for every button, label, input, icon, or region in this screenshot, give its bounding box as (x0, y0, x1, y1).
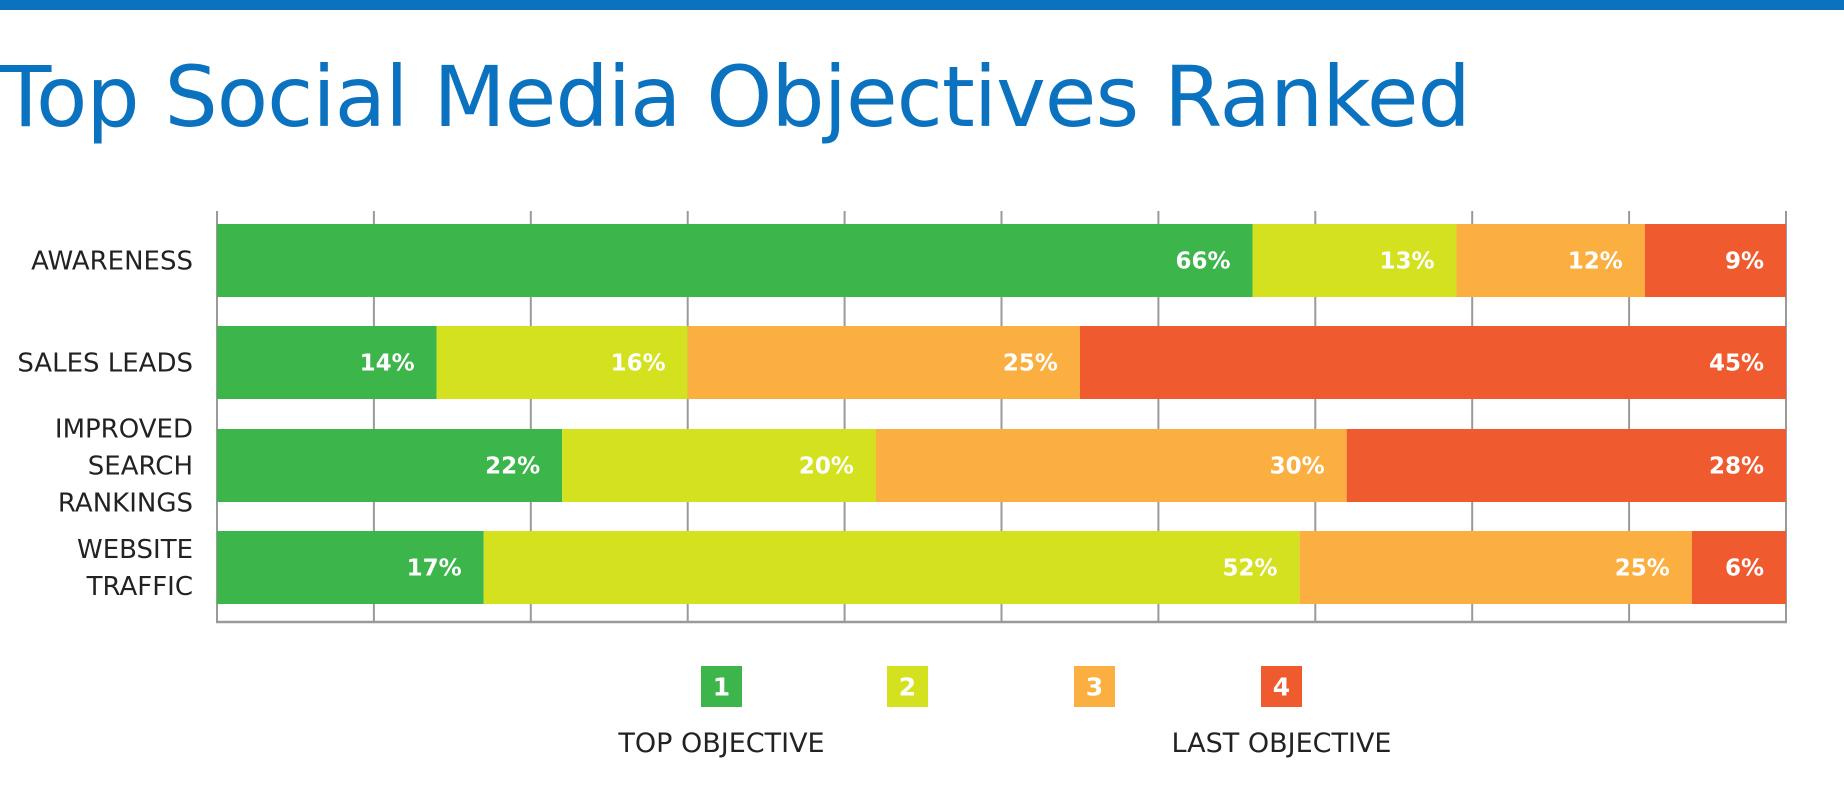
category-label: SALES LEADS (17, 349, 193, 379)
bar-segment (1456, 224, 1645, 297)
bar-segment (687, 326, 1080, 399)
bars-layer: 66% 13% 12% 9% 14% 16% 25% 45% 22% 20% 30% 28% 17% 52… (217, 224, 1786, 604)
legend-swatch (1074, 666, 1115, 707)
legend: 1 2 3 4 TOP OBJECTIVE LAST OBJECTIVE (617, 666, 1391, 759)
bar-value-label: 16% (611, 351, 666, 377)
bar-segment (1691, 531, 1786, 604)
bar-segment (1346, 429, 1786, 502)
category-label: TRAFFIC (86, 572, 193, 602)
bar-segment (562, 429, 876, 502)
legend-label: 1 (713, 673, 730, 702)
legend-swatch (701, 666, 742, 707)
legend-caption-top: TOP OBJECTIVE (617, 728, 824, 759)
bar-segment (1252, 224, 1457, 297)
bar-segment (217, 326, 437, 399)
category-label: WEBSITE (77, 535, 193, 565)
bar-segment (217, 531, 484, 604)
bar-value-label: 28% (1709, 454, 1764, 480)
legend-swatch (887, 666, 928, 707)
category-label: RANKINGS (58, 489, 193, 519)
legend-label: 2 (899, 673, 916, 702)
bar-value-label: 13% (1379, 249, 1434, 275)
bar-segment (1079, 326, 1786, 399)
category-labels: AWARENESS SALES LEADS IMPROVED SEARCH RANKIN… (17, 247, 193, 603)
top-accent-rule (0, 0, 1844, 10)
legend-caption-last: LAST OBJECTIVE (1172, 728, 1392, 759)
page-title: Top Social Media Objectives Ranked (0, 48, 1471, 146)
bar-value-label: 14% (360, 351, 415, 377)
bar-value-label: 20% (799, 454, 854, 480)
bar-value-label: 22% (485, 454, 540, 480)
bar-value-label: 30% (1270, 454, 1325, 480)
category-label: AWARENESS (31, 247, 193, 277)
bar-segment (217, 429, 563, 502)
bar-value-label: 6% (1725, 556, 1764, 582)
category-label: SEARCH (88, 452, 193, 482)
bar-value-label: 66% (1175, 249, 1230, 275)
bar-value-label: 9% (1725, 249, 1764, 275)
bar-value-label: 17% (407, 556, 462, 582)
bar-value-label: 25% (1003, 351, 1058, 377)
bar-segment (483, 531, 1300, 604)
legend-swatch (1261, 666, 1302, 707)
bar-segment (1299, 531, 1692, 604)
bar-segment (217, 224, 1253, 297)
bar-segment (1644, 224, 1786, 297)
bar-value-label: 52% (1223, 556, 1278, 582)
bar-segment (436, 326, 688, 399)
legend-label: 4 (1273, 673, 1290, 702)
bar-value-label: 12% (1568, 249, 1623, 275)
category-label: IMPROVED (55, 415, 193, 445)
legend-label: 3 (1086, 673, 1103, 702)
bar-segment (875, 429, 1347, 502)
bar-value-label: 45% (1709, 351, 1764, 377)
bar-value-label: 25% (1615, 556, 1670, 582)
